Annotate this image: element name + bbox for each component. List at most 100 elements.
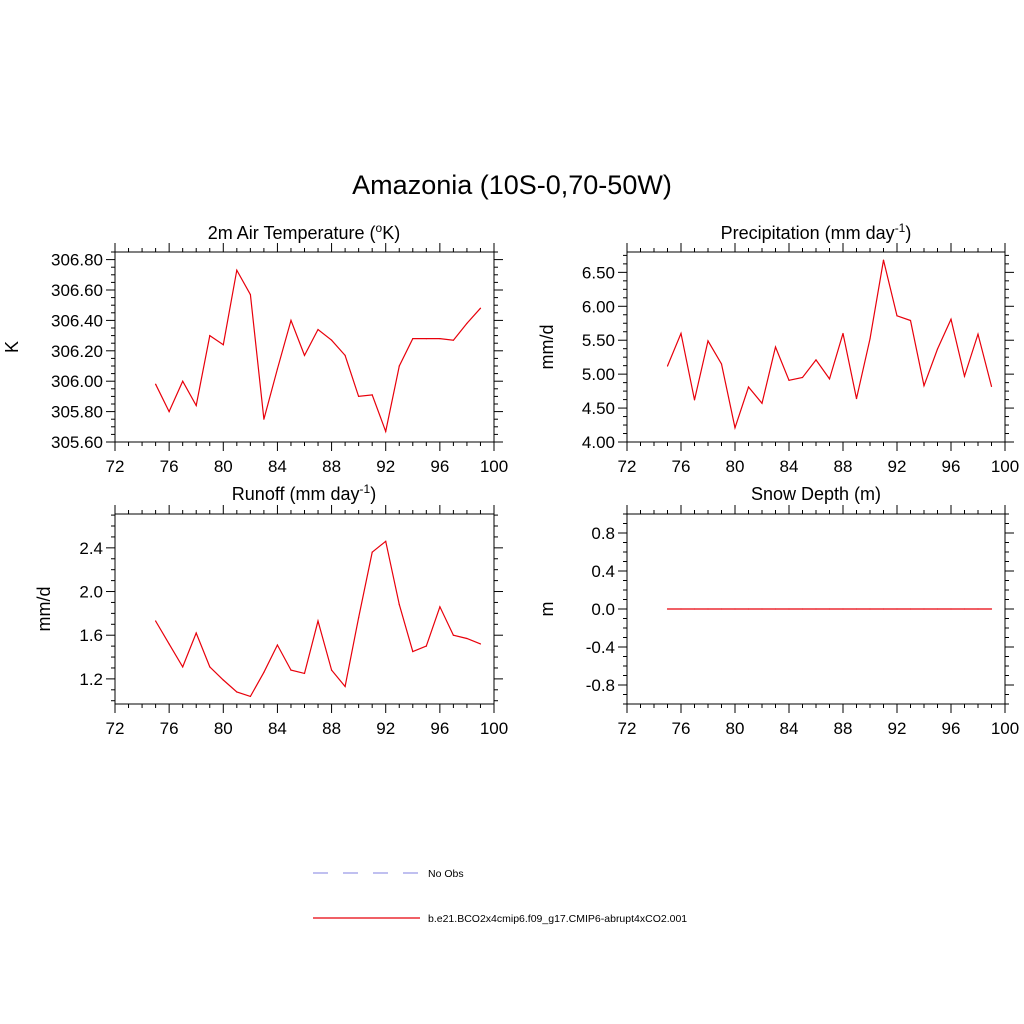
data-point xyxy=(720,608,723,610)
y-tick-label: 1.6 xyxy=(79,626,103,645)
chart-title-text: Precipitation (mm day xyxy=(721,223,895,243)
data-point xyxy=(344,354,346,356)
y-axis-label: K xyxy=(2,341,22,353)
chart-title-superscript: -1 xyxy=(360,482,371,496)
data-point xyxy=(815,608,817,610)
data-point xyxy=(452,634,454,636)
data-point xyxy=(747,608,750,610)
data-point xyxy=(680,332,682,335)
y-tick-label: 306.40 xyxy=(51,311,103,330)
data-point xyxy=(855,397,858,400)
chart-panel-snow: Snow Depth (m) m 72 76 80 84 88 92 96 100 -0.8 -0.4… xyxy=(537,484,1019,738)
y-tick-label: 306.20 xyxy=(51,342,103,361)
data-point xyxy=(182,380,184,382)
y-tick-label: 6.50 xyxy=(582,263,615,282)
data-point xyxy=(842,332,844,335)
data-point xyxy=(398,604,400,606)
series-line xyxy=(155,540,481,698)
x-tick-label: 80 xyxy=(214,457,233,476)
data-point xyxy=(330,669,333,671)
x-tick-label: 72 xyxy=(618,457,637,476)
data-point xyxy=(412,338,414,340)
chart-title-text: 2m Air Temperature ( xyxy=(208,223,376,243)
data-point xyxy=(815,359,817,361)
data-point xyxy=(303,672,306,675)
x-tick-label: 80 xyxy=(214,719,233,738)
chart-panel-temp: 2m Air Temperature (oK) K 72 76 80 84 88 92 96 10… xyxy=(2,221,508,476)
y-tick-label: 305.60 xyxy=(51,433,103,452)
data-point xyxy=(236,691,238,693)
data-point xyxy=(168,411,170,413)
x-tick-label: 88 xyxy=(834,719,853,738)
data-point xyxy=(707,340,709,342)
data-point xyxy=(855,608,858,610)
data-point xyxy=(330,339,333,341)
data-point xyxy=(680,608,682,610)
y-tick-label: 0.4 xyxy=(591,562,615,581)
x-tick-label: 100 xyxy=(991,457,1019,476)
y-tick-label: 305.80 xyxy=(51,403,103,422)
data-point xyxy=(693,399,696,401)
x-tick-label: 80 xyxy=(726,457,745,476)
data-point xyxy=(168,643,170,645)
data-point xyxy=(734,427,736,429)
x-tick-label: 76 xyxy=(672,457,691,476)
data-point xyxy=(828,608,831,610)
legend-label-1: b.e21.BCO2x4cmip6.f09_g17.CMIP6-abrupt4x… xyxy=(428,913,687,925)
data-point xyxy=(425,338,427,340)
data-point xyxy=(869,338,871,340)
y-axis-label: mm/d xyxy=(537,325,557,370)
figure-title: Amazonia (10S-0,70-50W) xyxy=(352,170,672,200)
data-point xyxy=(747,386,750,388)
y-tick-label: 4.50 xyxy=(582,399,615,418)
x-tick-label: 100 xyxy=(991,719,1019,738)
data-point xyxy=(990,385,993,387)
y-tick-label: 5.00 xyxy=(582,365,615,384)
data-point xyxy=(182,666,184,668)
x-tick-label: 84 xyxy=(268,719,287,738)
data-point xyxy=(263,671,265,673)
chart-title-text: Snow Depth (m) xyxy=(751,484,881,504)
data-point xyxy=(425,645,427,647)
y-tick-label: 0.8 xyxy=(591,524,615,543)
x-tick-label: 84 xyxy=(780,457,799,476)
chart-title-superscript: -1 xyxy=(895,221,906,235)
data-point xyxy=(236,269,238,271)
data-point xyxy=(707,608,709,610)
data-point xyxy=(882,259,885,261)
data-point xyxy=(923,385,925,387)
data-point xyxy=(896,608,898,610)
chart-title-end: ) xyxy=(370,484,376,504)
x-tick-label: 84 xyxy=(268,457,287,476)
data-point xyxy=(276,644,279,646)
x-tick-label: 76 xyxy=(160,719,179,738)
data-point xyxy=(222,344,224,346)
data-point xyxy=(882,608,885,610)
series-line xyxy=(155,268,481,434)
y-tick-label: 1.2 xyxy=(79,670,103,689)
x-tick-label: 96 xyxy=(942,719,961,738)
data-point xyxy=(276,368,279,370)
x-tick-label: 72 xyxy=(618,719,637,738)
data-point xyxy=(666,608,669,610)
y-tick-label: 2.0 xyxy=(79,583,103,602)
data-point xyxy=(828,378,831,380)
data-point xyxy=(936,348,939,350)
data-point xyxy=(195,632,197,634)
x-tick-label: 80 xyxy=(726,719,745,738)
data-point xyxy=(963,375,966,377)
chart-title-superscript: o xyxy=(376,221,383,235)
chart-title-end: K) xyxy=(382,223,400,243)
x-tick-label: 76 xyxy=(160,457,179,476)
x-tick-label: 72 xyxy=(106,719,125,738)
data-point xyxy=(249,695,251,697)
data-point xyxy=(371,394,373,396)
data-point xyxy=(209,666,211,668)
chart-title-text: Runoff (mm day xyxy=(232,484,360,504)
data-point xyxy=(788,608,790,610)
y-tick-label: 2.4 xyxy=(79,539,103,558)
data-point xyxy=(209,335,211,337)
data-point xyxy=(909,608,912,610)
data-point xyxy=(155,383,157,385)
data-point xyxy=(801,376,804,379)
